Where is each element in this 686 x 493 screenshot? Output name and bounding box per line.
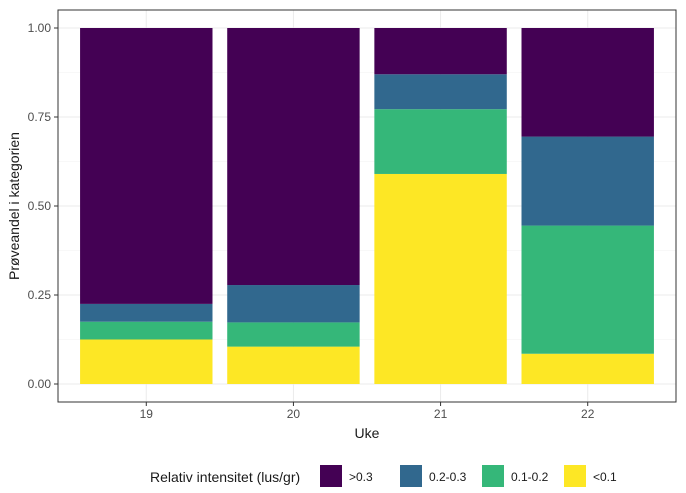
bar-segment [521,225,654,354]
bar-segment [374,109,507,174]
bar-segment [521,353,654,384]
y-tick-label: 0.25 [28,288,52,302]
legend-label: 0.1-0.2 [511,470,549,484]
x-axis-title: Uke [355,425,380,441]
x-tick-label: 21 [434,407,448,421]
legend: Relativ intensitet (lus/gr) >0.3 0.2-0.3 0… [150,465,617,487]
bar-segment [80,303,213,322]
x-tick-label: 22 [581,407,595,421]
legend-swatch [564,465,586,487]
legend-swatch [400,465,422,487]
legend-title: Relativ intensitet (lus/gr) [150,469,300,485]
bar-segment [521,136,654,226]
bar-segment [374,173,507,384]
y-axis-ticks: 0.00 0.25 0.50 0.75 1.00 [28,21,58,391]
bar-segment [227,322,360,347]
legend-label: <0.1 [593,470,617,484]
x-axis-ticks: 19 20 21 22 [140,402,595,421]
bar-segment [227,28,360,286]
legend-label: >0.3 [349,470,373,484]
y-tick-label: 1.00 [28,21,52,35]
bar-segment [227,346,360,384]
y-axis-title: Prøveandel i kategorien [6,132,22,280]
bars [80,28,654,384]
bar-segment [80,339,213,384]
legend-label: 0.2-0.3 [429,470,467,484]
bar-segment [80,321,213,340]
bar-segment [374,28,507,75]
legend-swatch [320,465,342,487]
bar-segment [227,285,360,323]
y-tick-label: 0.50 [28,199,52,213]
y-tick-label: 0.00 [28,377,52,391]
legend-swatch [482,465,504,487]
bar-segment [374,74,507,110]
bar-segment [521,28,654,137]
x-tick-label: 20 [287,407,301,421]
y-tick-label: 0.75 [28,110,52,124]
bar-segment [80,28,213,304]
x-tick-label: 19 [140,407,154,421]
